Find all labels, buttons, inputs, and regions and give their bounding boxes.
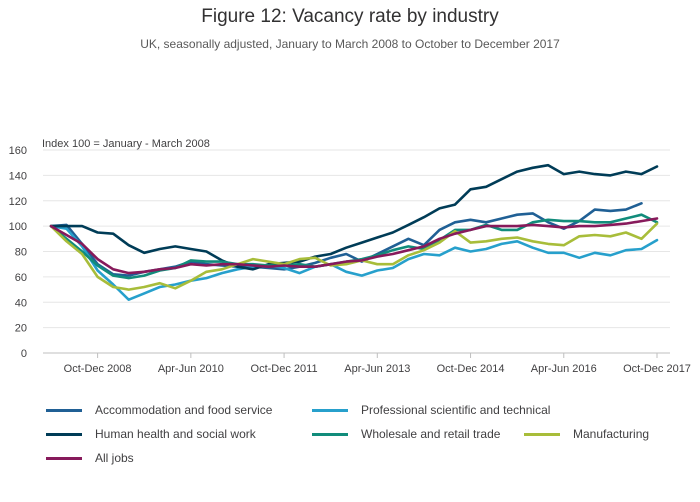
legend-item: Manufacturing [524,427,649,441]
legend-swatch [312,408,348,412]
legend-swatch [46,408,82,412]
y-tick-label: 140 [9,170,27,182]
legend-label: Human health and social work [95,427,256,441]
x-tick-label: Apr-Jun 2013 [344,363,410,375]
y-tick-label: 60 [15,272,27,284]
series-line-human-health-and-social-work [49,163,659,271]
legend-item: All jobs [46,451,134,465]
series-line-all-jobs [49,217,659,275]
x-tick-label: Apr-Jun 2010 [158,363,224,375]
legend-label: Professional scientific and technical [361,403,551,417]
series-line-professional-scientific-and-technical [49,224,659,301]
y-axis-title: Index 100 = January - March 2008 [42,138,210,150]
x-tick-label: Oct-Dec 2017 [623,363,691,375]
legend-swatch [524,432,560,436]
x-tick-label: Oct-Dec 2011 [251,363,318,375]
legend-item: Accommodation and food service [46,403,272,417]
legend-item: Professional scientific and technical [312,403,550,417]
legend-label: All jobs [95,451,134,465]
legend-swatch [46,456,82,460]
legend-swatch [46,432,82,436]
legend-item: Human health and social work [46,427,256,441]
y-tick-label: 0 [21,348,27,360]
x-tick-label: Oct-Dec 2014 [437,363,505,375]
legend-label: Manufacturing [573,427,650,441]
y-tick-label: 80 [15,247,27,259]
line-chart: Index 100 = January - March 2008 0 20 40 60… [9,138,691,375]
legend-swatch [312,432,348,436]
x-tick-label: Oct-Dec 2008 [64,363,132,375]
y-tick-label: 100 [9,221,27,233]
y-tick-label: 40 [15,297,27,309]
chart-legend: Accommodation and food service Profession… [46,403,686,483]
chart-subtitle: UK, seasonally adjusted, January to Marc… [140,37,560,51]
legend-item: Wholesale and retail trade [312,427,500,441]
chart-title: Figure 12: Vacancy rate by industry [201,6,499,27]
y-tick-label: 120 [9,196,27,208]
legend-label: Accommodation and food service [95,403,273,417]
y-tick-label: 20 [15,323,27,335]
x-tick-label: Apr-Jun 2016 [531,363,597,375]
y-tick-label: 160 [9,145,27,157]
legend-label: Wholesale and retail trade [361,427,501,441]
